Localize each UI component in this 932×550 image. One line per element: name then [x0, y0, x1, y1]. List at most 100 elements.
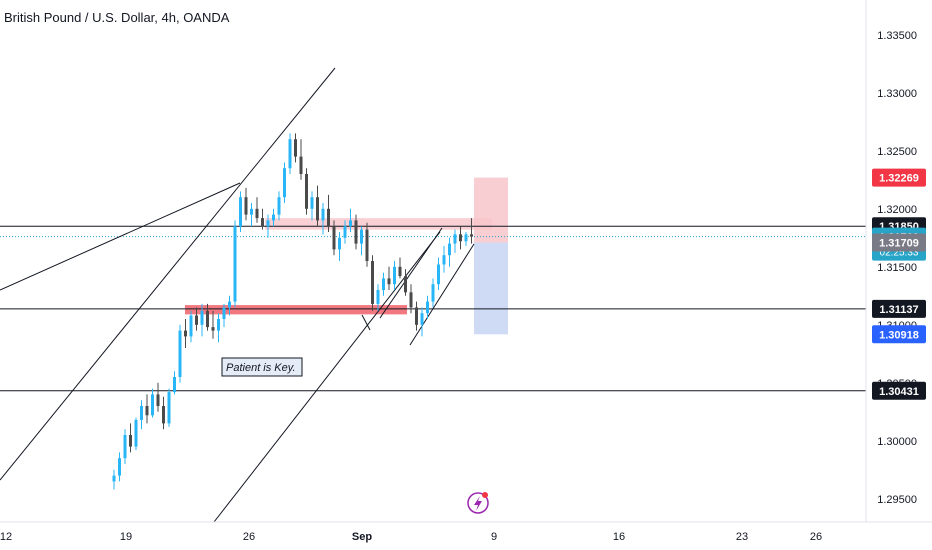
candle-47 [371, 261, 374, 304]
candle-29 [272, 214, 275, 221]
candle-63 [459, 234, 462, 242]
candle-14 [189, 315, 193, 337]
trend-line-3 [361, 314, 371, 331]
price-tag-0: 1.32269 [879, 173, 919, 185]
candle-13 [184, 330, 187, 337]
candle-65 [470, 234, 473, 237]
candle-15 [195, 315, 198, 325]
y-tick-label: 1.33000 [877, 88, 917, 100]
candle-56 [420, 313, 424, 325]
candle-43 [349, 220, 352, 227]
x-tick-label: 16 [613, 531, 625, 543]
level-tag-2: 1.30431 [879, 386, 919, 398]
x-tick-label: 9 [491, 531, 497, 543]
candle-11 [173, 377, 176, 393]
candle-16 [200, 310, 204, 325]
candle-60 [442, 255, 446, 265]
y-tick-label: 1.32500 [877, 146, 917, 158]
candle-44 [354, 220, 358, 244]
candle-2 [123, 435, 127, 459]
candle-26 [255, 208, 259, 219]
candle-41 [338, 237, 341, 250]
candle-28 [266, 220, 270, 227]
candle-51 [393, 266, 396, 285]
candle-4 [134, 419, 138, 447]
x-tick-label: 12 [0, 531, 12, 543]
candle-21 [228, 301, 231, 308]
candle-64 [464, 234, 468, 242]
price-tag-3: 1.30918 [879, 329, 919, 341]
support-zone [185, 305, 407, 315]
y-tick-label: 1.31500 [877, 262, 917, 274]
candle-0 [112, 475, 116, 482]
price-tag-0-bg [872, 168, 926, 187]
countdown-label: 02:25:33 [880, 248, 919, 259]
candle-52 [398, 266, 402, 277]
candle-24 [244, 197, 248, 215]
candle-53 [404, 276, 407, 293]
y-tick-label: 1.32000 [877, 204, 917, 216]
annotation-text: Patient is Key. [226, 362, 296, 374]
candle-58 [431, 284, 435, 302]
trend-line-1 [0, 182, 241, 291]
y-tick-label: 1.33500 [877, 30, 917, 42]
candle-48 [376, 290, 380, 304]
candle-61 [448, 243, 451, 256]
candle-27 [261, 218, 264, 227]
candle-9 [162, 406, 165, 424]
candle-50 [387, 278, 391, 285]
price-tag-3-bg [872, 325, 926, 344]
candle-55 [415, 307, 418, 325]
chart-title: British Pound / U.S. Dollar, 4h, OANDA [4, 10, 230, 25]
lightning-icon[interactable] [467, 492, 489, 514]
candle-30 [277, 197, 281, 215]
candle-31 [283, 168, 286, 198]
candle-23 [239, 197, 242, 227]
candle-62 [453, 234, 457, 244]
trend-line-0 [0, 67, 336, 481]
candle-7 [151, 394, 154, 416]
candle-35 [305, 174, 308, 209]
candle-59 [437, 264, 440, 285]
trend-line-4 [409, 243, 475, 346]
candle-3 [129, 435, 132, 447]
candle-49 [382, 278, 385, 290]
candle-45 [360, 229, 363, 244]
annotation-box [221, 357, 303, 377]
candle-19 [217, 319, 220, 331]
candle-20 [222, 307, 226, 319]
candle-32 [288, 139, 292, 169]
price-tag-2: 1.31709 [879, 238, 919, 250]
take-profit-zone [474, 242, 508, 335]
level-tag-1: 1.31137 [879, 304, 918, 316]
price-tag-2-bg [872, 233, 926, 252]
candle-22 [233, 226, 237, 302]
candle-42 [343, 226, 347, 238]
candle-57 [426, 301, 429, 314]
candle-12 [178, 330, 182, 377]
candle-6 [145, 406, 149, 416]
candle-40 [332, 226, 336, 250]
candle-33 [294, 139, 297, 157]
candle-8 [156, 394, 160, 406]
candle-5 [140, 406, 143, 420]
candle-54 [409, 292, 413, 308]
candle-46 [365, 229, 369, 261]
candle-36 [310, 197, 314, 209]
candle-25 [250, 208, 253, 215]
resistance-zone [265, 218, 492, 230]
candle-34 [299, 156, 303, 174]
trend-line-2 [213, 231, 441, 523]
trend-line-5 [379, 227, 443, 319]
stop-loss-zone [474, 177, 508, 243]
x-tick-label: 23 [736, 531, 748, 543]
candle-38 [321, 208, 325, 221]
y-tick-label: 1.29500 [877, 494, 917, 506]
candle-37 [316, 197, 319, 221]
x-tick-label: 26 [810, 531, 822, 543]
level-tag-1-bg [872, 299, 926, 318]
candle-18 [211, 327, 215, 331]
candle-10 [167, 392, 171, 424]
x-tick-label: Sep [352, 531, 372, 543]
